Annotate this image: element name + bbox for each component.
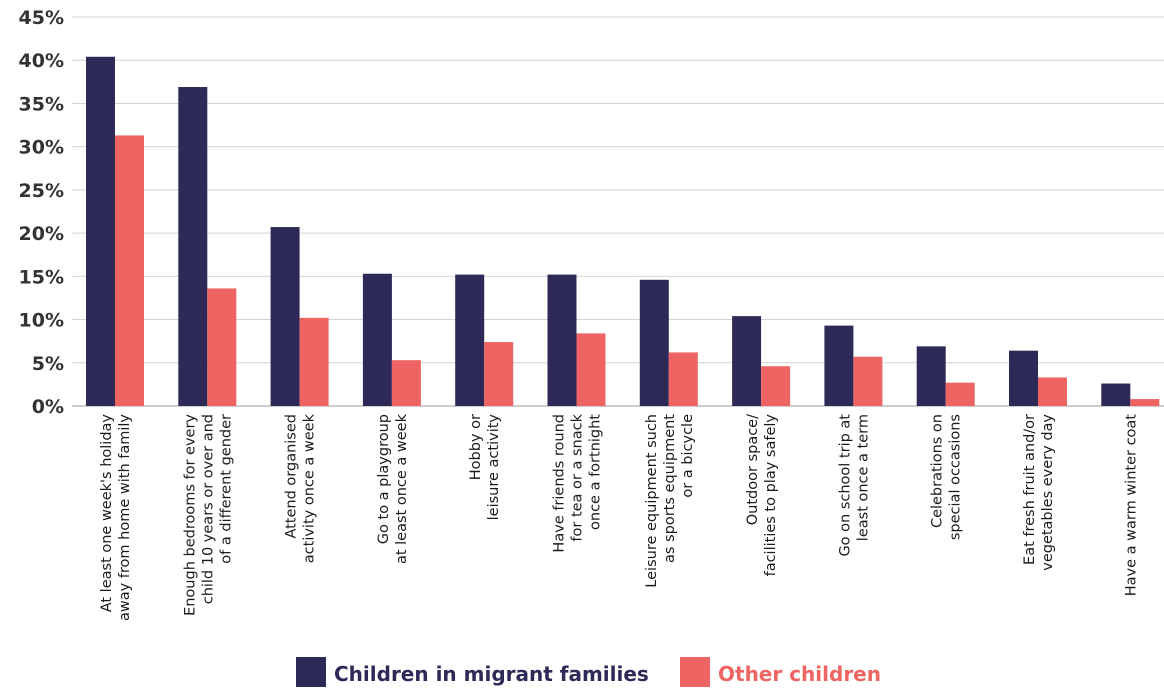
- bar-migrant: [270, 227, 300, 406]
- x-tick-label-line: of a different gender: [218, 414, 234, 564]
- bar-migrant: [732, 316, 762, 406]
- x-tick-label-line: Leisure equipment such: [644, 414, 660, 588]
- bar-other: [1038, 377, 1067, 406]
- x-tick-label-line: least once a term: [855, 414, 871, 541]
- x-tick-label-line: Have a warm winter coat: [1123, 414, 1139, 597]
- x-tick-label-line: for tea or a snack: [570, 413, 586, 541]
- bar-other: [945, 382, 975, 406]
- x-tick-label-line: Enough bedrooms for every: [182, 414, 198, 616]
- x-tick-label: At least one week's holiday away from hom…: [99, 414, 133, 621]
- legend-swatch-migrant: [296, 657, 326, 687]
- x-tick-label-line: Go to a playgroup: [376, 414, 392, 544]
- x-tick-label-line: child 10 years or over and: [200, 414, 216, 604]
- legend-label-migrant: Children in migrant families: [334, 662, 649, 686]
- bar-other: [576, 333, 606, 406]
- x-tick-label-line: as sports equipment: [662, 414, 678, 563]
- x-tick-label: Go on school trip at least once a term: [837, 414, 871, 557]
- x-tick-label-line: Go on school trip at: [837, 414, 853, 557]
- bar-migrant: [455, 274, 485, 406]
- x-tick-label-line: special occasions: [948, 414, 964, 540]
- x-tick-label: Outdoor space/facilities to play safely: [745, 414, 779, 577]
- gridlines: [72, 16, 1164, 407]
- x-tick-label-line: at least once a week: [394, 413, 410, 564]
- x-tick-label: Enough bedrooms for every child 10 years …: [182, 414, 234, 616]
- x-tick-label: Celebrations on special occasions: [930, 414, 964, 540]
- x-tick-label-line: Have friends round: [552, 414, 568, 553]
- x-tick-label: Have friends round for tea or a snack once…: [552, 413, 604, 552]
- x-tick-label-line: activity once a week: [302, 413, 318, 563]
- bar-migrant: [824, 325, 854, 406]
- bar-migrant: [639, 279, 669, 406]
- bar-other: [761, 366, 791, 406]
- bar-other: [1130, 399, 1160, 406]
- y-tick-label: 20%: [19, 223, 64, 245]
- y-tick-label: 0%: [32, 396, 64, 418]
- y-tick-label: 35%: [19, 93, 64, 115]
- bar-migrant: [547, 274, 577, 406]
- y-tick-label: 40%: [19, 50, 64, 72]
- legend-label-other: Other children: [718, 662, 881, 686]
- y-axis: 0% 5% 10% 15% 20% 25% 30% 35% 40% 45%: [19, 7, 64, 418]
- bar-migrant: [1009, 350, 1038, 406]
- y-tick-label: 45%: [19, 7, 64, 29]
- legend: Children in migrant families Other child…: [296, 657, 881, 687]
- x-tick-label-line: away from home with family: [117, 414, 133, 621]
- x-tick-label: Hobby or leisure activity: [468, 414, 502, 521]
- bar-migrant: [1101, 383, 1131, 406]
- bar-other: [391, 360, 421, 406]
- bar-migrant: [86, 56, 115, 407]
- x-tick-label: Have a warm winter coat: [1123, 414, 1139, 597]
- bar-migrant: [178, 87, 208, 407]
- x-tick-label-line: Hobby or: [468, 414, 484, 480]
- x-tick-label-line: once a fortnight: [588, 414, 604, 530]
- x-tick-label-line: Outdoor space/: [745, 414, 761, 525]
- y-tick-label: 30%: [19, 137, 64, 159]
- bar-migrant: [916, 346, 946, 406]
- x-tick-label-line: leisure activity: [486, 414, 502, 521]
- x-tick-label-line: Attend organised: [284, 414, 300, 539]
- y-tick-label: 10%: [19, 310, 64, 332]
- x-tick-label: Leisure equipment such as sports equipmen…: [644, 414, 696, 588]
- bar-other: [115, 135, 144, 406]
- x-tick-label: Eat fresh fruit and/or vegetables every d…: [1022, 414, 1056, 571]
- x-tick-label-line: Eat fresh fruit and/or: [1022, 414, 1038, 565]
- y-tick-label: 5%: [32, 353, 64, 375]
- bar-other: [484, 342, 514, 406]
- legend-swatch-other: [680, 657, 710, 687]
- bar-other: [668, 352, 698, 406]
- bar-other: [299, 317, 329, 406]
- x-tick-label-line: vegetables every day: [1040, 414, 1056, 571]
- bar-other: [853, 356, 883, 406]
- x-tick-label-line: facilities to play safely: [763, 414, 779, 577]
- y-tick-label: 25%: [19, 180, 64, 202]
- x-tick-label-line: Celebrations on: [930, 414, 946, 528]
- bar-other: [207, 288, 237, 406]
- x-tick-label: Attend organised activity once a week: [284, 413, 318, 563]
- bars: [86, 56, 1160, 407]
- x-axis: At least one week's holiday away from hom…: [99, 413, 1139, 621]
- x-tick-label-line: At least one week's holiday: [99, 414, 115, 613]
- bar-migrant: [362, 273, 392, 406]
- y-tick-label: 15%: [19, 266, 64, 288]
- x-tick-label-line: or a bicycle: [680, 414, 696, 498]
- x-tick-label: Go to a playgroup at least once a week: [376, 413, 410, 564]
